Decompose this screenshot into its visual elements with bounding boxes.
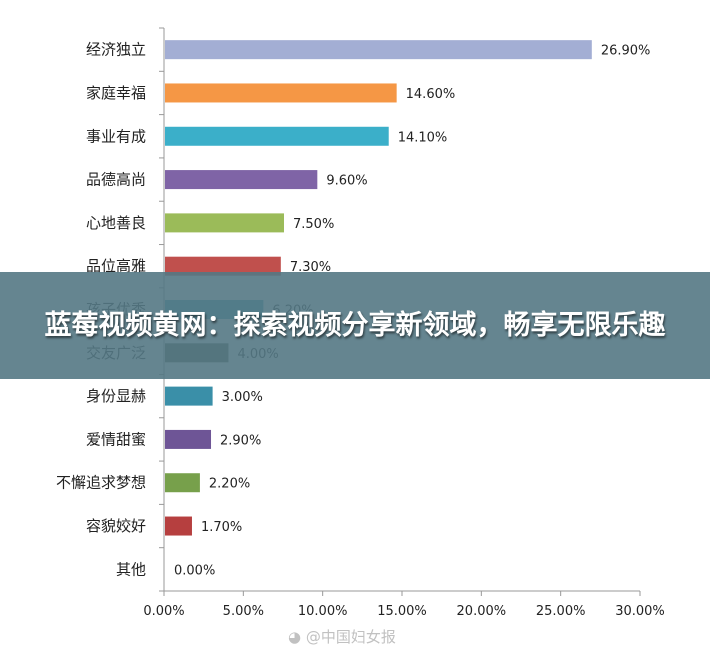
bar [165,516,192,536]
bar [165,170,318,190]
x-tick-label: 0.00% [143,604,184,619]
bar-value-label: 7.30% [290,260,331,275]
bar-value-label: 9.60% [326,174,367,189]
category-label: 爱情甜蜜 [86,430,146,448]
category-label: 品德高尚 [86,171,146,189]
category-label: 心地善良 [86,214,146,232]
bar-value-label: 7.50% [293,217,334,232]
watermark-text: @中国妇女报 [305,628,396,646]
x-tick-label: 15.00% [377,604,427,619]
bar [165,429,212,449]
category-label: 品位高雅 [86,257,146,275]
category-label: 身份显赫 [86,387,146,405]
x-tick-label: 30.00% [615,604,665,619]
watermark: ◕ @中国妇女报 [288,626,396,647]
category-label: 容貌姣好 [86,517,146,535]
x-tick-label: 5.00% [223,604,264,619]
bar-value-label: 2.20% [209,477,250,492]
category-label: 经济独立 [86,41,146,59]
bar-value-label: 14.60% [406,87,456,102]
bar [165,83,397,103]
bar-value-label: 0.00% [174,563,215,578]
bar [165,386,213,406]
banner-title: 蓝莓视频黄网：探索视频分享新领域，畅享无限乐趣 [44,309,666,341]
category-label: 事业有成 [86,127,146,145]
bar-value-label: 14.10% [398,130,448,145]
category-label: 不懈追求梦想 [56,474,146,492]
category-label: 家庭幸福 [86,84,146,102]
x-tick-label: 20.00% [457,604,507,619]
weibo-logo-icon: ◕ [288,628,302,646]
bar [165,213,284,233]
bar-value-label: 1.70% [201,520,242,535]
bar [165,256,281,276]
bar-value-label: 26.90% [601,44,651,59]
title-banner: 蓝莓视频黄网：探索视频分享新领域，畅享无限乐趣 [0,272,710,379]
bar-value-label: 3.00% [222,390,263,405]
x-tick-label: 25.00% [536,604,586,619]
bar [165,126,389,146]
category-label: 其他 [116,560,146,578]
bar-value-label: 2.90% [220,433,261,448]
bar [165,473,200,493]
x-tick-label: 10.00% [298,604,348,619]
bar [165,40,592,60]
